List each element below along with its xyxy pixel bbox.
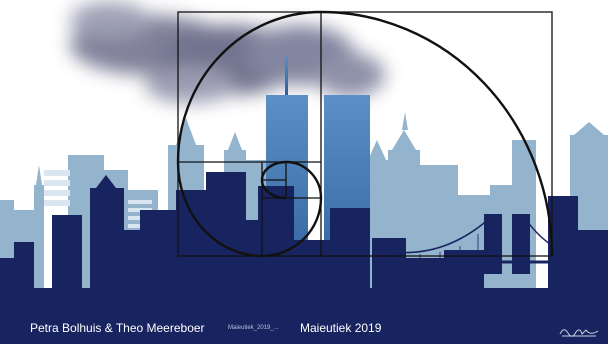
- skyline-front: [0, 172, 608, 344]
- signature-icon: [559, 329, 599, 337]
- smoke-cloud: [70, 2, 385, 103]
- footer-event-title: Maieutiek 2019: [300, 321, 382, 335]
- golden-spiral: [176, 10, 554, 258]
- bridge: [379, 214, 561, 274]
- footer-authors: Petra Bolhuis & Theo Meereboer: [30, 321, 205, 335]
- footer-small-caption: Maieutiek_2019_...: [228, 325, 279, 331]
